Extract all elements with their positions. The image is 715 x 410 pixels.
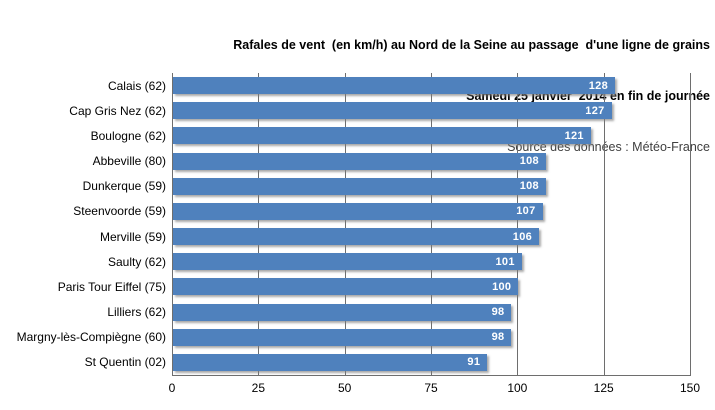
bar: 108 <box>173 177 546 195</box>
category-label: Calais (62) <box>107 78 166 93</box>
bar: 127 <box>173 102 612 120</box>
category-label: Cap Gris Nez (62) <box>69 103 166 118</box>
bar: 121 <box>173 127 591 145</box>
x-tick-label: 100 <box>507 381 528 395</box>
bar-value-label: 91 <box>467 356 481 369</box>
chart-title: Rafales de vent (en km/h) au Nord de la … <box>233 38 710 52</box>
bar: 100 <box>173 278 519 296</box>
bar-value-label: 127 <box>585 104 605 117</box>
bar-value-label: 108 <box>519 180 539 193</box>
category-label: Merville (59) <box>99 229 166 244</box>
gridline <box>690 73 691 375</box>
value-axis-labels: 0 25 50 75 100 125 150 <box>168 381 700 397</box>
category-label: St Quentin (02) <box>84 355 166 370</box>
bar-value-label: 121 <box>564 129 584 142</box>
category-label: Lilliers (62) <box>107 305 166 320</box>
x-tick-label: 25 <box>251 381 266 395</box>
gridline <box>517 73 519 375</box>
gridline <box>603 73 605 375</box>
bar-value-label: 100 <box>492 280 512 293</box>
x-tick-label: 50 <box>337 381 352 395</box>
plot-area: 128 127 121 108 108 107 106 101 100 98 98 91 <box>172 73 691 376</box>
bar-value-label: 98 <box>491 331 505 344</box>
gridline <box>344 73 346 375</box>
category-axis-labels: Calais (62) Cap Gris Nez (62) Boulogne (62… <box>0 73 166 375</box>
bar: 98 <box>173 303 512 321</box>
gridline <box>258 73 260 375</box>
gridline <box>431 73 432 375</box>
bar-value-label: 101 <box>495 255 515 268</box>
bar: 98 <box>173 328 512 346</box>
category-label: Paris Tour Eiffel (75) <box>57 279 166 294</box>
category-label: Dunkerque (59) <box>82 179 166 194</box>
category-label: Saulty (62) <box>107 254 166 269</box>
bar: 101 <box>173 253 522 271</box>
x-tick-label: 75 <box>424 381 438 395</box>
category-label: Abbeville (80) <box>92 154 166 169</box>
bar: 91 <box>173 353 488 371</box>
bar-value-label: 128 <box>588 79 609 92</box>
x-tick-label: 125 <box>593 381 614 395</box>
bar: 107 <box>173 202 543 220</box>
bar-value-label: 108 <box>519 155 539 167</box>
x-tick-label: 0 <box>168 381 176 395</box>
bar: 108 <box>173 152 546 170</box>
bar: 128 <box>173 77 616 94</box>
category-label: Boulogne (62) <box>90 128 166 143</box>
bar: 106 <box>173 228 540 245</box>
x-tick-label: 150 <box>679 381 701 395</box>
bar-value-label: 98 <box>491 306 505 318</box>
category-label: Margny-lès-Compiègne (60) <box>16 330 166 345</box>
bar-value-label: 107 <box>516 205 536 218</box>
bar-value-label: 106 <box>512 230 533 243</box>
category-label: Steenvoorde (59) <box>73 204 166 219</box>
